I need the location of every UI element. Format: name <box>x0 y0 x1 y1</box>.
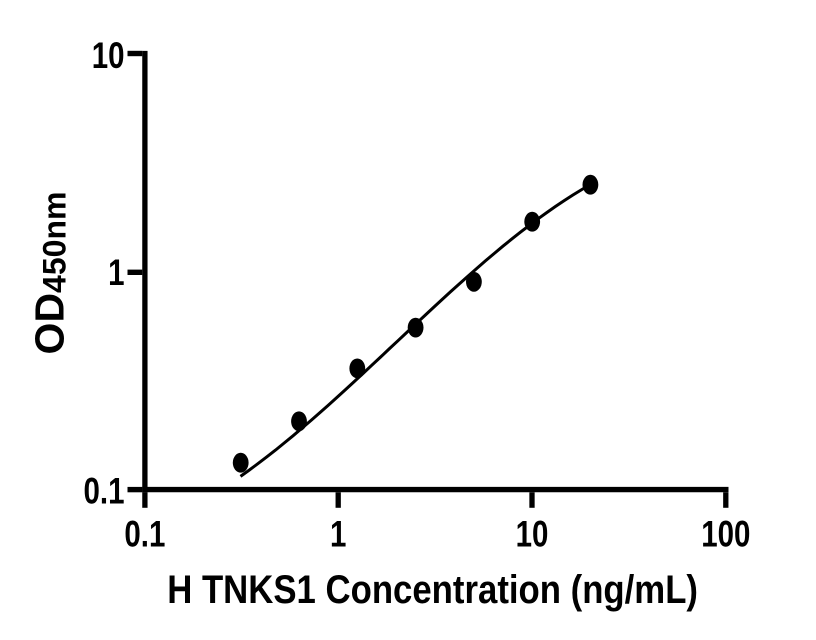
svg-text:0.1: 0.1 <box>84 472 125 513</box>
svg-text:0.1: 0.1 <box>124 514 165 555</box>
svg-text:10: 10 <box>516 514 549 555</box>
svg-text:1: 1 <box>330 514 346 555</box>
svg-text:OD450nm: OD450nm <box>26 192 72 355</box>
svg-text:1: 1 <box>108 253 124 294</box>
svg-text:10: 10 <box>92 36 125 77</box>
svg-text:100: 100 <box>701 514 750 555</box>
svg-text:H TNKS1 Concentration (ng/mL): H TNKS1 Concentration (ng/mL) <box>167 567 698 612</box>
